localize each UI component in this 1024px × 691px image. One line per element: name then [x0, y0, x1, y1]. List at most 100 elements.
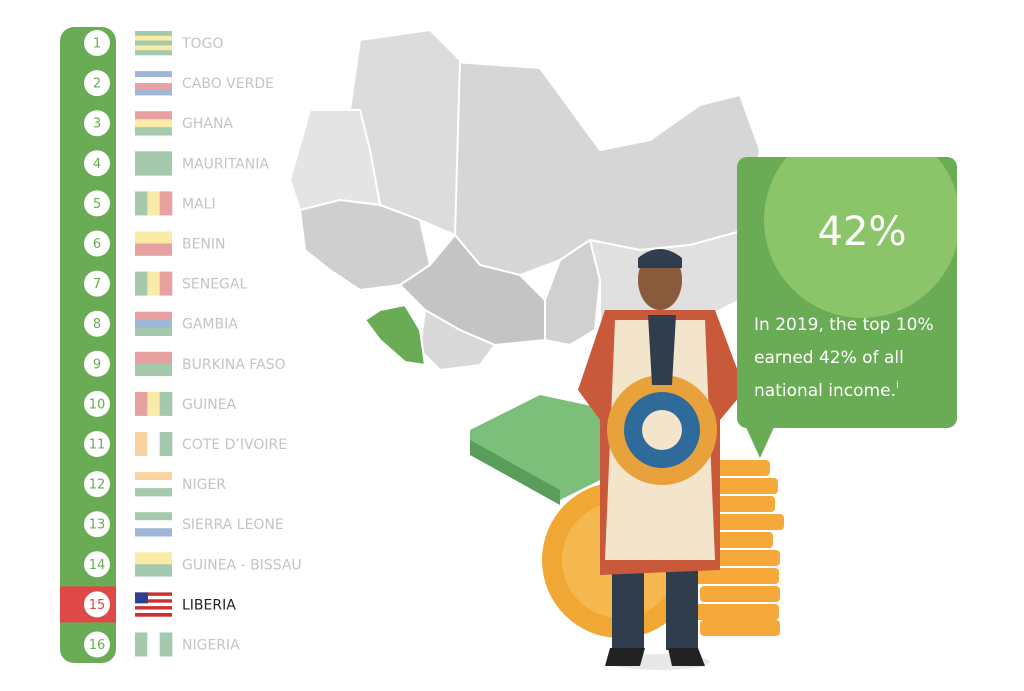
flag	[135, 592, 172, 617]
flag-stripe	[135, 45, 172, 51]
ranking-bar	[60, 27, 116, 663]
flag-stripe	[147, 191, 160, 216]
flag-stripe	[135, 512, 172, 521]
flag	[135, 111, 172, 136]
rank-badge	[84, 150, 110, 177]
flag-stripe	[135, 552, 172, 565]
flag-stripe	[135, 167, 172, 176]
flag-stripe	[135, 191, 148, 216]
country-name: GAMBIA	[182, 317, 238, 333]
flag-stripe	[135, 89, 172, 96]
flag-stripe	[135, 351, 172, 365]
country-name: GHANA	[182, 116, 233, 132]
flag-stripe	[135, 35, 172, 41]
ranking-list: 1 TOGO 2 CABO VERDE 3 GHANA 4 MAURITANIA 5 MALI 6 B…	[60, 30, 302, 658]
flag-stripe	[135, 271, 148, 296]
flag-stripe	[135, 327, 172, 336]
country-name: NIGER	[182, 477, 226, 493]
rank-number: 13	[89, 518, 106, 533]
callout-line: In 2019, the top 10%	[754, 315, 934, 335]
footnote-marker: i	[896, 380, 899, 391]
flag	[135, 311, 172, 336]
flag-stripe	[135, 77, 172, 84]
rank-badge	[84, 230, 110, 257]
flag-stripe	[135, 71, 172, 78]
flag	[135, 512, 172, 537]
country-name: COTE D’IVOIRE	[182, 437, 287, 453]
rank-number: 9	[93, 357, 101, 372]
country-name: SENEGAL	[182, 277, 247, 293]
flag-stripe	[135, 432, 148, 456]
rank-number: 15	[89, 598, 106, 613]
rank-number: 2	[93, 77, 101, 92]
country-name: TOGO	[181, 36, 223, 52]
country-name: GUINEA	[182, 397, 237, 413]
flag-stripe	[135, 231, 172, 244]
flag-stripe	[135, 119, 172, 128]
rank-number: 8	[93, 317, 101, 332]
rank-badge	[84, 631, 110, 658]
flag	[135, 151, 172, 176]
rank-number: 11	[89, 438, 106, 453]
map	[288, 28, 762, 372]
country-name: MALI	[182, 196, 216, 212]
callout-line-text: national income.	[754, 381, 896, 401]
flag-stripe	[135, 632, 148, 657]
rank-badge	[84, 270, 110, 297]
flag-stripe	[135, 127, 172, 136]
rank-number: 6	[93, 237, 101, 252]
country-name: LIBERIA	[182, 597, 236, 613]
rank-number: 4	[93, 157, 101, 172]
rank-number: 7	[93, 277, 101, 292]
rank-badge	[84, 511, 110, 538]
flag-stripe	[135, 599, 172, 603]
flag-stripe	[135, 488, 172, 497]
flag	[135, 71, 172, 96]
flag-stripe	[135, 363, 172, 377]
flag-stripe	[159, 271, 173, 296]
rank-number: 5	[93, 197, 101, 212]
rank-number: 1	[93, 37, 101, 52]
flag-stripe	[135, 111, 172, 120]
flag-stripe	[135, 243, 172, 256]
flag	[135, 472, 172, 497]
flag	[135, 432, 173, 456]
rank-badge	[84, 190, 110, 217]
flag	[135, 351, 172, 377]
rank-badge	[84, 551, 110, 578]
country-name: SIERRA LEONE	[182, 517, 284, 533]
country-name: CABO VERDE	[182, 76, 274, 92]
flag-stripe	[135, 83, 172, 90]
flag-stripe	[159, 432, 173, 456]
flag-stripe	[135, 472, 172, 481]
rank-badge	[84, 350, 110, 377]
flag-stripe	[147, 271, 160, 296]
rank-badge	[84, 70, 110, 97]
flag-stripe	[135, 606, 172, 610]
flag-stripe	[135, 159, 172, 168]
rank-number: 14	[89, 558, 106, 573]
flag	[135, 271, 173, 296]
flag-stripe	[135, 480, 172, 489]
rank-number: 12	[89, 478, 106, 493]
flag-stripe	[135, 564, 172, 577]
flag-stripe	[135, 592, 172, 597]
flag-stripe	[159, 191, 173, 216]
callout-headline: 42%	[818, 209, 907, 255]
flag-stripe	[135, 311, 172, 320]
flag-stripe	[159, 632, 173, 657]
flag-stripe	[135, 391, 148, 416]
callout-line: national income.i	[754, 380, 899, 401]
rank-badge	[84, 471, 110, 498]
flag-stripe	[135, 151, 172, 160]
rank-badge	[84, 431, 110, 457]
callout: 42% In 2019, the top 10% earned 42% of a…	[737, 157, 957, 458]
rank-badge	[84, 591, 110, 618]
country-name: NIGERIA	[182, 638, 240, 654]
flag-stripe	[135, 612, 172, 617]
flag-stripe	[135, 609, 172, 614]
callout-line: earned 42% of all	[754, 348, 904, 368]
flag-stripe	[135, 50, 172, 56]
country-name: BENIN	[182, 237, 226, 253]
